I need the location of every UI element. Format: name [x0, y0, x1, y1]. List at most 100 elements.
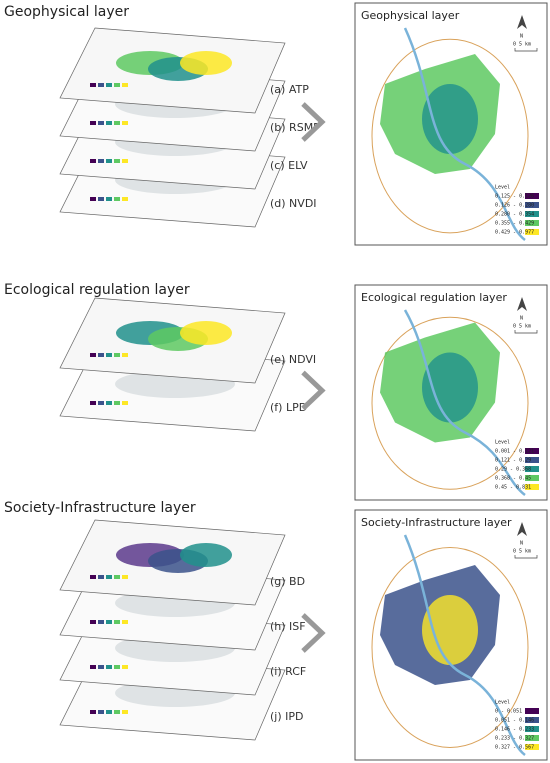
- legend-title: Level: [495, 185, 510, 191]
- layer-legend: [114, 83, 120, 87]
- map-title: Society-Infrastructure layer: [361, 516, 512, 529]
- layer-legend: [122, 83, 128, 87]
- legend-label: 0.233 - 0.327: [495, 736, 534, 742]
- north-label: N: [520, 34, 523, 40]
- layer-legend: [98, 401, 104, 405]
- legend-title: Level: [495, 700, 510, 706]
- layer-legend: [90, 665, 96, 669]
- layer-legend: [98, 159, 104, 163]
- scale-bar: [514, 555, 538, 559]
- legend-label: 0.280 - 0.354: [495, 212, 534, 218]
- urban-core: [422, 595, 478, 665]
- layer-legend: [106, 575, 112, 579]
- layer-legend: [106, 401, 112, 405]
- layer-content: [180, 321, 232, 345]
- arrow: [301, 613, 326, 653]
- city-boundary: [371, 547, 529, 748]
- layer-legend: [90, 620, 96, 624]
- layer-legend: [114, 159, 120, 163]
- river: [403, 309, 526, 496]
- layer-legend: [122, 121, 128, 125]
- scale-label: 0 5 km: [513, 549, 531, 555]
- legend-swatch: [525, 466, 539, 472]
- legend-swatch: [525, 735, 539, 741]
- legend-label: 0.051 - 0.146: [495, 718, 534, 724]
- layer-legend: [98, 197, 104, 201]
- layer-legend: [122, 620, 128, 624]
- legend-swatch: [525, 744, 539, 750]
- river: [403, 534, 526, 756]
- layer-content: [180, 543, 232, 567]
- legend-swatch: [525, 457, 539, 463]
- legend-label: 0.126 - 0.280: [495, 203, 534, 209]
- layer-legend: [122, 710, 128, 714]
- layer-legend: [106, 121, 112, 125]
- layer-label: (a) ATP: [270, 83, 309, 96]
- layer-legend: [114, 121, 120, 125]
- layer-label: (c) ELV: [270, 159, 308, 172]
- layer-label: (f) LPD: [270, 401, 307, 414]
- north-arrow: [517, 522, 527, 536]
- layer-legend: [114, 665, 120, 669]
- layer-legend: [106, 197, 112, 201]
- layer-label: (e) NDVI: [270, 353, 316, 366]
- urban-core: [422, 84, 478, 154]
- layer-legend: [122, 197, 128, 201]
- layer-legend: [106, 353, 112, 357]
- layer-label: (h) ISF: [270, 620, 306, 633]
- layer-legend: [98, 121, 104, 125]
- legend-label: 0.001 - 0.121: [495, 449, 534, 455]
- map-title: Geophysical layer: [361, 9, 460, 22]
- layer-legend: [90, 401, 96, 405]
- legend-label: 0.121 - 0.29: [495, 458, 531, 464]
- layer-legend: [90, 710, 96, 714]
- north-arrow: [517, 297, 527, 311]
- legend-swatch: [525, 448, 539, 454]
- river: [403, 27, 526, 241]
- legend-label: 0.429 - 0.977: [495, 230, 534, 236]
- legend-label: 0.327 - 0.567: [495, 745, 534, 751]
- section-title: Geophysical layer: [4, 4, 129, 20]
- layer-legend: [122, 401, 128, 405]
- legend-label: 0.29 - 0.368: [495, 467, 531, 473]
- layer-legend: [114, 575, 120, 579]
- layer-legend: [98, 710, 104, 714]
- layer-legend: [98, 83, 104, 87]
- layer-legend: [90, 353, 96, 357]
- layer-legend: [122, 353, 128, 357]
- arrow: [301, 102, 326, 142]
- layer-legend: [106, 620, 112, 624]
- layer-legend: [98, 575, 104, 579]
- layer-legend: [122, 159, 128, 163]
- layer-legend: [106, 159, 112, 163]
- layer-legend: [90, 575, 96, 579]
- legend-swatch: [525, 202, 539, 208]
- layer-legend: [114, 710, 120, 714]
- legend-swatch: [525, 193, 539, 199]
- legend-swatch: [525, 220, 539, 226]
- layer-label: (d) NVDI: [270, 197, 317, 210]
- layer-legend: [98, 353, 104, 357]
- legend-swatch: [525, 475, 539, 481]
- section-title: Society-Infrastructure layer: [4, 500, 196, 516]
- legend-swatch: [525, 229, 539, 235]
- map-title: Ecological regulation layer: [361, 291, 507, 304]
- layer-legend: [106, 665, 112, 669]
- layer-legend: [90, 121, 96, 125]
- scale-bar: [514, 330, 538, 334]
- legend-swatch: [525, 211, 539, 217]
- legend-swatch: [525, 708, 539, 714]
- layer-legend: [114, 353, 120, 357]
- legend-label: 0.45 - 0.831: [495, 485, 531, 491]
- legend-label: 0 - 0.051: [495, 709, 522, 715]
- layer-legend: [90, 197, 96, 201]
- layer-label: (g) BD: [270, 575, 305, 588]
- layer-label: (j) IPD: [270, 710, 303, 723]
- scale-label: 0 5 km: [513, 42, 531, 48]
- city-boundary: [371, 316, 529, 490]
- layer-legend: [114, 401, 120, 405]
- layer-legend: [106, 83, 112, 87]
- layer-legend: [122, 665, 128, 669]
- layer-legend: [98, 665, 104, 669]
- legend-swatch: [525, 484, 539, 490]
